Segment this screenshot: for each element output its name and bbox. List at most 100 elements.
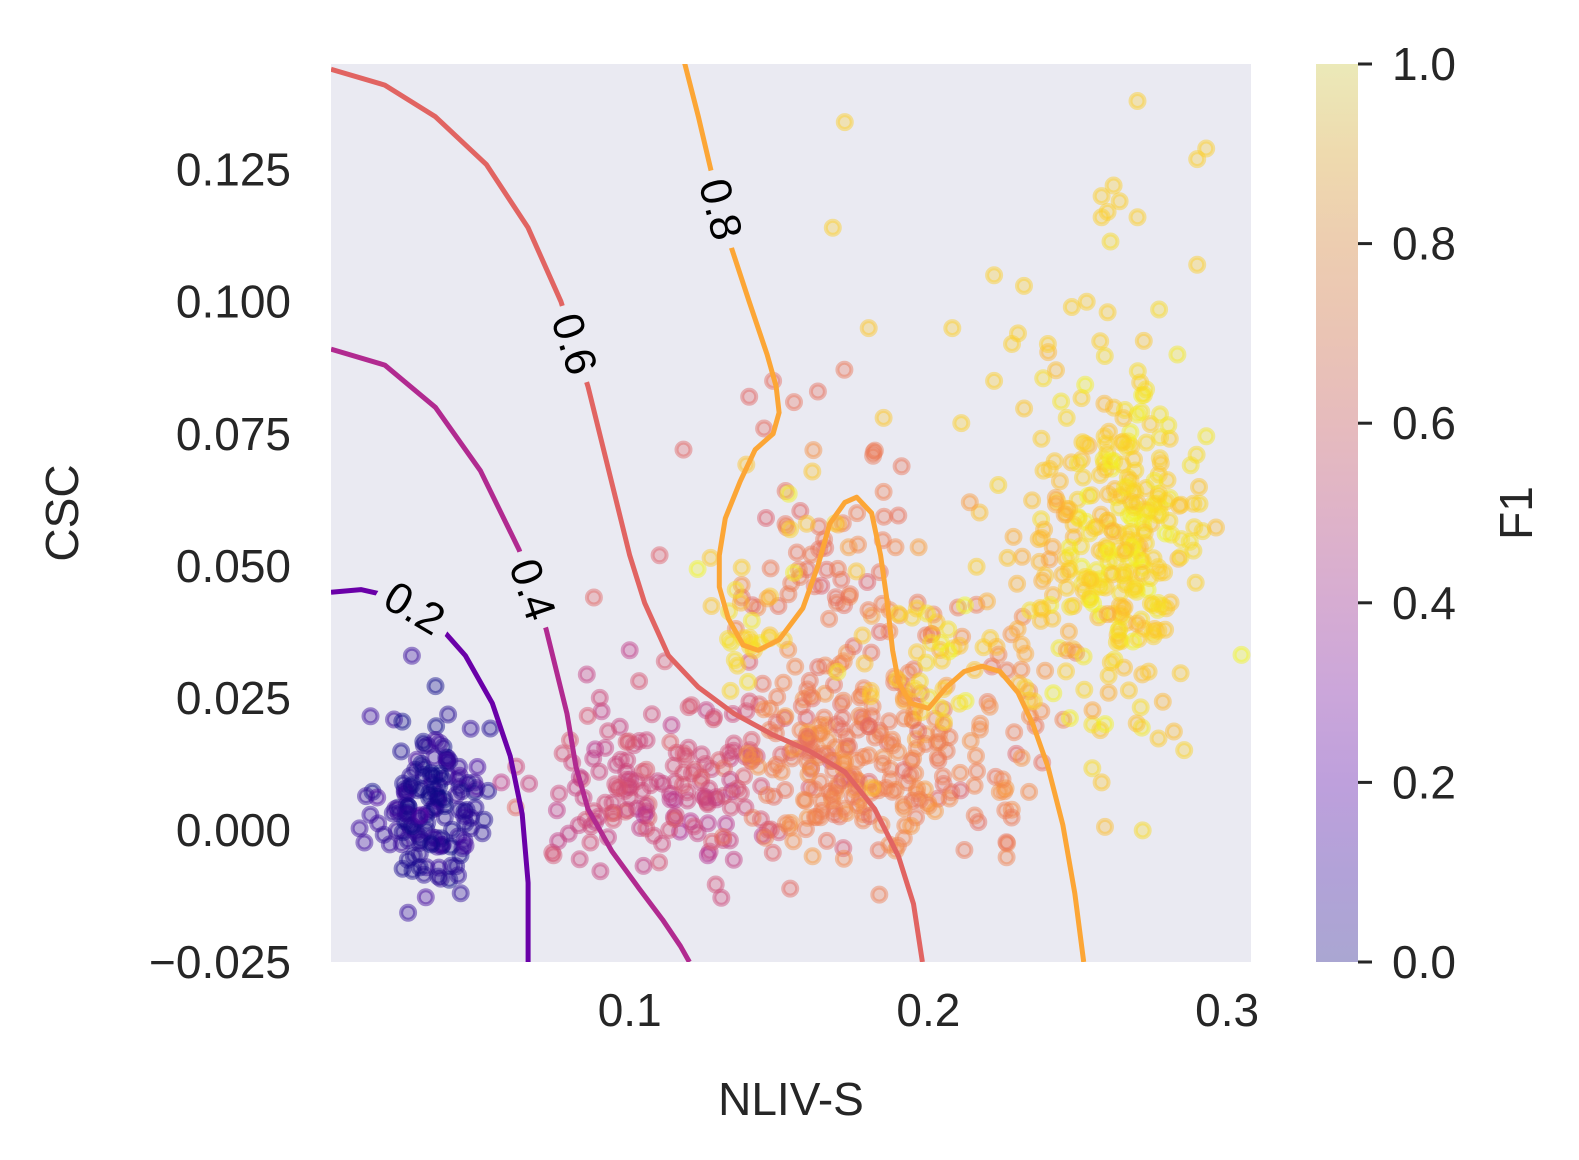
point-cluster-b-152 (666, 806, 685, 825)
point-cluster-h-878 (1044, 684, 1063, 703)
point-cluster-g-678 (726, 580, 745, 599)
point-cluster-a-106 (396, 812, 415, 831)
point-cluster-b-229 (547, 801, 566, 820)
point-cluster-b-160 (714, 831, 733, 849)
point-cluster-h-685 (1161, 593, 1180, 612)
point-cluster-d-334 (807, 808, 826, 827)
point-cluster-b-233 (736, 798, 755, 817)
point-cluster-h-840 (1123, 483, 1142, 502)
x-tick-label: 0.1 (598, 984, 662, 1036)
point-cluster-h-837 (1142, 514, 1161, 533)
point-cluster-d-354 (896, 816, 915, 835)
point-cluster-h-881 (1064, 597, 1083, 615)
point-cluster-d-389 (854, 713, 872, 731)
point-cluster-e-556 (895, 709, 914, 728)
point-cluster-i-988 (1050, 472, 1069, 491)
point-cluster-b-209 (608, 779, 626, 798)
point-cluster-d-363 (798, 752, 817, 771)
point-cluster-h-770 (1034, 369, 1053, 388)
point-cluster-i-953 (1047, 361, 1065, 380)
point-cluster-d-406 (776, 707, 795, 726)
point-cluster-h-719 (1021, 601, 1040, 620)
point-cluster-a-39 (423, 800, 442, 819)
point-cluster-e-480 (831, 655, 850, 674)
point-cluster-d-386 (796, 791, 815, 810)
point-cluster-c-276 (674, 763, 693, 782)
point-cluster-h-944 (1122, 538, 1141, 557)
point-cluster-h-703 (1091, 332, 1110, 351)
point-cluster-a-94 (380, 835, 399, 854)
point-cluster-h-872 (1137, 380, 1156, 399)
point-cluster-e-476 (837, 643, 856, 662)
point-cluster-a-70 (450, 800, 469, 819)
point-cluster-e-550 (1020, 782, 1039, 801)
point-cluster-c-298 (724, 734, 743, 753)
point-outlier-1052 (874, 408, 893, 427)
point-cluster-h-790 (1083, 759, 1102, 778)
point-cluster-f-597 (761, 559, 780, 578)
point-cluster-i-1000 (853, 626, 872, 645)
point-cluster-h-832 (1155, 563, 1174, 582)
point-cluster-h-839 (1197, 427, 1216, 446)
point-cluster-b-194 (619, 777, 638, 796)
point-cluster-h-769 (1186, 573, 1205, 592)
point-cluster-h-933 (1128, 362, 1147, 381)
x-tick-label: 0.2 (896, 984, 960, 1036)
point-cluster-e-516 (908, 593, 927, 612)
point-cluster-d-398 (803, 847, 822, 866)
point-cluster-f-610 (757, 509, 775, 527)
point-cluster-b-153 (700, 842, 719, 861)
point-cluster-c-321 (715, 786, 733, 805)
point-cluster-e-520 (1005, 723, 1024, 742)
point-cluster-f-580 (812, 576, 831, 595)
point-cluster-d-458 (776, 781, 795, 799)
point-cluster-c-272 (759, 820, 778, 839)
point-cluster-i-948 (1030, 552, 1049, 571)
point-cluster-a-145 (411, 806, 430, 825)
point-cluster-h-901 (1081, 587, 1100, 606)
point-cluster-h-936 (1134, 385, 1153, 404)
point-cluster-d-437 (819, 731, 838, 750)
point-cluster-i-969 (1043, 538, 1062, 556)
point-cluster-h-892 (1087, 561, 1106, 580)
point-cluster-i-975 (978, 592, 996, 611)
point-cluster-e-555 (1002, 625, 1021, 644)
point-cluster-h-906 (1131, 373, 1150, 392)
point-cluster-d-367 (860, 772, 879, 791)
point-cluster-e-530 (919, 796, 938, 815)
point-cluster-h-761 (1126, 461, 1145, 480)
point-cluster-e-463 (996, 801, 1015, 820)
point-outlier-1058 (1092, 187, 1111, 206)
point-cluster-a-96 (394, 774, 413, 793)
point-cluster-h-883 (1095, 347, 1114, 365)
point-cluster-a-80 (429, 791, 448, 810)
point-cluster-h-752 (1132, 402, 1151, 421)
point-cluster-h-821 (1115, 401, 1134, 419)
point-cluster-c-318 (802, 759, 820, 778)
point-cluster-h-801 (1122, 492, 1141, 511)
point-cluster-j-1010 (955, 596, 974, 615)
point-cluster-j-1013 (956, 692, 975, 710)
point-cluster-d-332 (813, 801, 831, 820)
point-cluster-h-757 (1089, 608, 1108, 627)
point-cluster-a-2 (433, 835, 452, 854)
point-cluster-a-22 (451, 884, 470, 903)
point-cluster-a-30 (479, 781, 498, 800)
point-outlier-1046 (620, 641, 639, 660)
point-cluster-c-310 (772, 745, 791, 764)
point-cluster-a-89 (410, 809, 429, 828)
point-cluster-d-341 (809, 724, 828, 743)
point-cluster-h-879 (1052, 392, 1071, 411)
point-outlier-1062 (1104, 176, 1123, 195)
point-cluster-a-98 (426, 677, 445, 696)
point-cluster-d-395 (743, 808, 762, 827)
point-cluster-i-996 (1046, 488, 1065, 507)
x-axis-ticks: 0.1 0.2 0.3 (598, 984, 1259, 1036)
point-cluster-a-26 (473, 824, 492, 843)
point-cluster-h-713 (1034, 461, 1053, 480)
point-outlier-1050 (823, 218, 842, 237)
point-cluster-i-952 (1029, 530, 1048, 549)
point-cluster-a-74 (449, 866, 468, 885)
y-tick-label: 0.025 (176, 672, 291, 724)
point-cluster-e-481 (880, 712, 899, 731)
